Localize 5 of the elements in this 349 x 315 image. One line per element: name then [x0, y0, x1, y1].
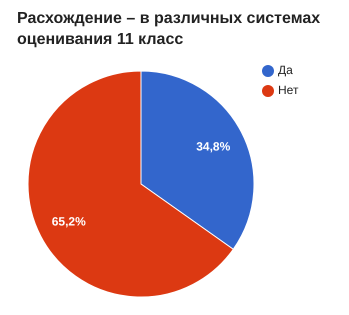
- legend-label: Да: [278, 63, 293, 77]
- data-label: 34,8%: [196, 140, 231, 154]
- legend-label: Нет: [278, 83, 298, 97]
- data-label: 65,2%: [52, 214, 86, 228]
- chart-title: Расхождение – в различных системах оценивания 11 класс: [17, 9, 322, 50]
